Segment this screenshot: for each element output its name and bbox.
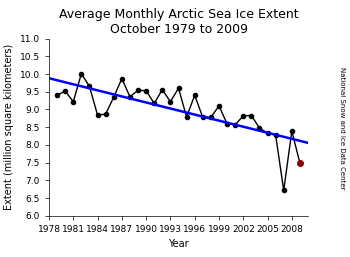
X-axis label: Year: Year <box>168 240 189 250</box>
Title: Average Monthly Arctic Sea Ice Extent
October 1979 to 2009: Average Monthly Arctic Sea Ice Extent Oc… <box>59 8 298 36</box>
Text: National Snow and Ice Data Center: National Snow and Ice Data Center <box>340 67 345 190</box>
Y-axis label: Extent (million square kilometers): Extent (million square kilometers) <box>4 44 14 210</box>
